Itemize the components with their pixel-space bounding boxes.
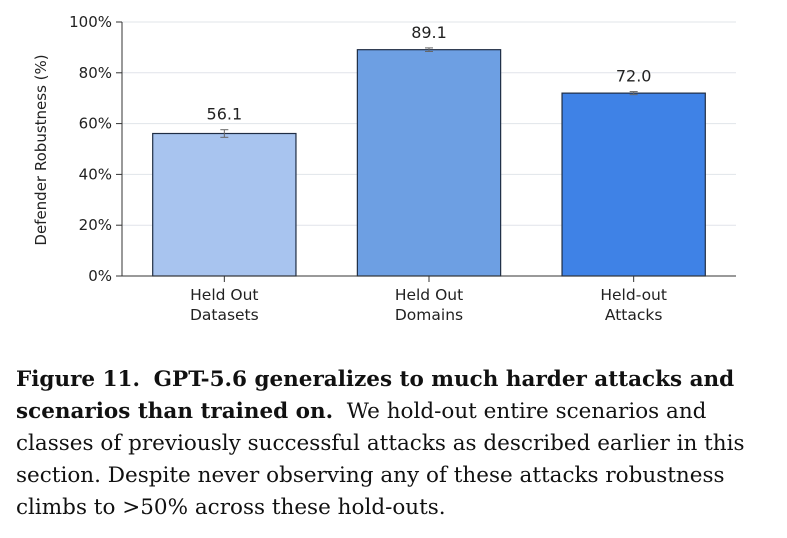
x-tick-label: Held-out (600, 286, 667, 304)
data-label: 56.1 (207, 105, 243, 124)
caption-title: GPT-5.6 generalizes to much harder attac… (16, 367, 735, 424)
caption-label: Figure 11. (16, 367, 140, 392)
x-tick-label: Datasets (190, 306, 259, 324)
y-tick-label: 60% (79, 115, 112, 133)
x-tick-label: Held Out (395, 286, 463, 304)
y-tick-label: 20% (79, 216, 112, 234)
figure-caption: Figure 11. GPT-5.6 generalizes to much h… (16, 364, 776, 524)
bar-chart: 0%20%40%60%80%100% Held OutDatasetsHeld … (32, 13, 736, 324)
caption-text: We hold-out entire scenarios and classes… (16, 399, 745, 520)
data-label: 89.1 (411, 23, 447, 42)
x-tick-label: Held Out (190, 286, 258, 304)
x-ticks: Held Out Datasets Held Out Domains Held-out A… (190, 276, 667, 324)
x-tick-label: Attacks (605, 306, 663, 324)
bar (152, 132, 297, 277)
error-bars (220, 47, 638, 138)
bars (152, 49, 706, 277)
y-tick-label: 0% (88, 267, 112, 285)
y-tick-label: 100% (69, 13, 112, 31)
x-tick-label: Domains (395, 306, 463, 324)
y-tick-label: 80% (79, 64, 112, 82)
bar (356, 49, 502, 277)
data-labels: 56.1 89.1 72.0 (207, 23, 652, 124)
bar (561, 92, 706, 277)
y-tick-label: 40% (79, 165, 112, 183)
y-ticks: 0% 20% 40% 60% 80% 100% (69, 13, 122, 285)
y-axis-title: Defender Robustness (%) (32, 54, 50, 245)
data-label: 72.0 (616, 67, 652, 86)
